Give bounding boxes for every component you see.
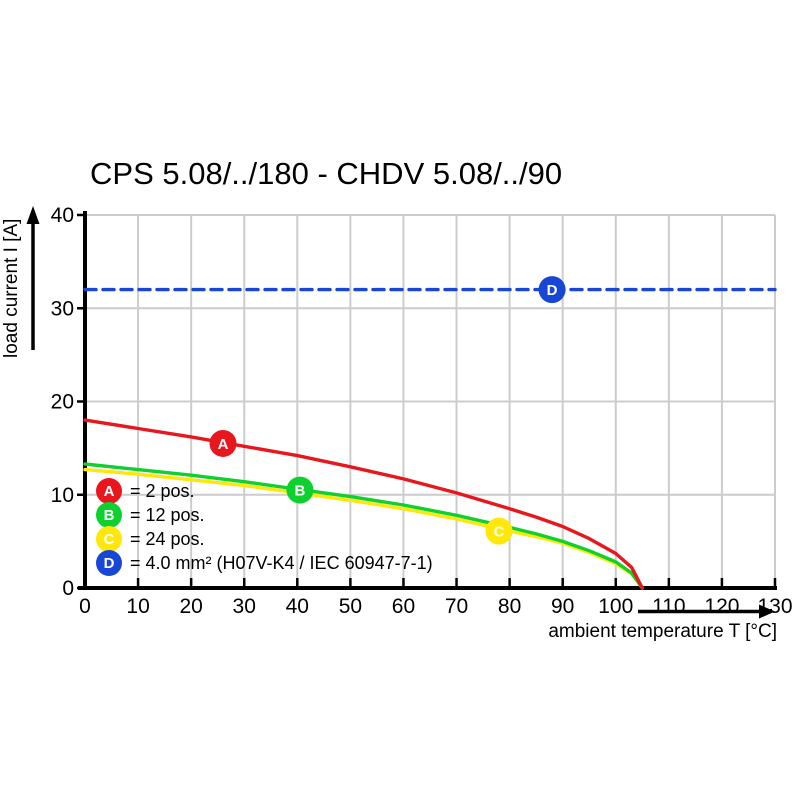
legend-label-b: = 12 pos. bbox=[130, 504, 205, 525]
y-tick-label: 30 bbox=[51, 297, 74, 320]
x-axis-label-group: ambient temperature T [°C] bbox=[400, 604, 777, 646]
legend-item-a: A = 2 pos. bbox=[96, 478, 195, 504]
legend-item-d: D = 4.0 mm² (H07V-K4 / IEC 60947-7-1) bbox=[96, 550, 433, 576]
y-tick-label: 20 bbox=[51, 391, 74, 414]
x-tick-label: 10 bbox=[126, 595, 149, 618]
x-axis-arrow-icon bbox=[638, 604, 775, 619]
marker-letter-a: A bbox=[218, 436, 229, 453]
curve-series-a bbox=[83, 418, 644, 590]
y-tick-label: 0 bbox=[62, 577, 74, 600]
marker-letter-c: C bbox=[494, 524, 505, 541]
legend-label-d: = 4.0 mm² (H07V-K4 / IEC 60947-7-1) bbox=[130, 552, 433, 573]
legend-item-c: C = 24 pos. bbox=[96, 526, 205, 552]
x-tick-label: 50 bbox=[339, 595, 362, 618]
x-tick-label: 100 bbox=[598, 595, 633, 618]
x-tick-label: 80 bbox=[498, 595, 521, 618]
x-tick-label: 30 bbox=[233, 595, 256, 618]
y-axis-label-group: load current I [A] bbox=[0, 204, 46, 372]
x-tick-label: 60 bbox=[392, 595, 415, 618]
y-tick-label: 40 bbox=[51, 204, 74, 227]
legend-label-c: = 24 pos. bbox=[130, 528, 205, 549]
marker-a bbox=[209, 429, 237, 457]
curve-series-b bbox=[83, 462, 644, 590]
series-d-badge: D bbox=[96, 550, 122, 576]
marker-letter-b: B bbox=[295, 483, 306, 500]
x-tick-label: 40 bbox=[286, 595, 309, 618]
curve-series-c bbox=[83, 467, 644, 590]
marker-d bbox=[538, 276, 566, 304]
chart-title: CPS 5.08/../180 - CHDV 5.08/../90 bbox=[90, 156, 563, 191]
series-c-badge: C bbox=[96, 526, 122, 552]
marker-c bbox=[485, 517, 513, 545]
legend-label-a: = 2 pos. bbox=[130, 480, 195, 501]
x-tick-label: 70 bbox=[445, 595, 468, 618]
x-tick-label: 20 bbox=[179, 595, 202, 618]
x-tick-label: 0 bbox=[79, 595, 91, 618]
series-a-badge: A bbox=[96, 478, 122, 504]
x-axis-label: ambient temperature T [°C] bbox=[548, 621, 777, 642]
series-b-badge: B bbox=[96, 502, 122, 528]
x-tick-label: 90 bbox=[551, 595, 574, 618]
legend-item-b: B = 12 pos. bbox=[96, 502, 205, 528]
y-tick-label: 10 bbox=[51, 484, 74, 507]
marker-b bbox=[286, 476, 314, 504]
marker-letter-d: D bbox=[547, 282, 558, 299]
y-axis-arrow-icon bbox=[26, 206, 40, 350]
